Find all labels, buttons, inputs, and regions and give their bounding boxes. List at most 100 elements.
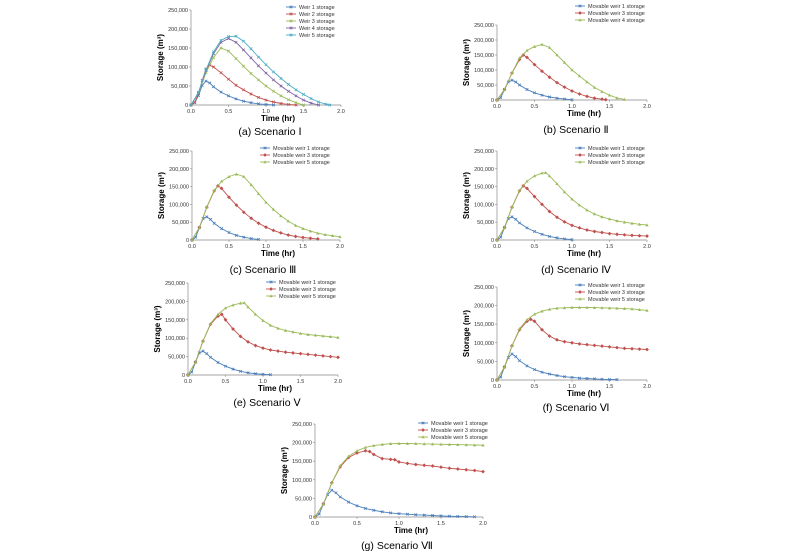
data-point: [323, 232, 327, 236]
data-point: [298, 351, 303, 356]
data-point: [324, 102, 328, 106]
data-point: [271, 89, 276, 93]
data-point: [555, 96, 559, 100]
data-point: [264, 102, 268, 107]
series-3: [495, 305, 649, 382]
data-point: [532, 194, 537, 199]
y-tick-label: 0: [186, 238, 189, 244]
y-tick-label: 200,000: [169, 167, 189, 173]
data-point: [234, 34, 238, 38]
data-point: [577, 74, 582, 78]
series-line: [496, 185, 648, 241]
data-point: [256, 221, 261, 226]
data-point: [473, 443, 477, 447]
series-line: [314, 489, 475, 518]
data-point: [234, 97, 238, 101]
data-point: [555, 215, 559, 220]
y-axis-label: Storage (m³): [280, 447, 289, 494]
data-point: [249, 236, 253, 241]
data-point: [607, 217, 612, 221]
x-tick-label: 1.0: [262, 109, 270, 115]
data-point: [279, 94, 283, 98]
series-line: [496, 216, 573, 241]
data-point: [249, 216, 254, 221]
legend-label: Weir 5 storage: [299, 33, 335, 39]
y-tick-label: 100,000: [474, 68, 494, 74]
data-point: [645, 223, 649, 227]
data-point: [286, 98, 291, 102]
data-point: [481, 443, 485, 447]
data-point: [253, 343, 258, 348]
series-line: [190, 47, 304, 106]
y-tick-label: 100,000: [292, 478, 312, 484]
data-point: [241, 48, 246, 52]
data-point: [249, 47, 253, 51]
data-point: [592, 343, 597, 348]
data-point: [622, 232, 627, 237]
y-tick-label: 250,000: [474, 285, 494, 291]
data-point: [637, 222, 642, 226]
legend-marker: [263, 146, 267, 150]
x-tick-label: 0.5: [531, 244, 539, 250]
legend-label: Movable weir 1 storage: [588, 146, 645, 152]
series-2: [186, 312, 340, 377]
data-point: [615, 345, 619, 350]
data-point: [555, 182, 559, 186]
data-point: [517, 221, 522, 225]
data-point: [301, 235, 305, 240]
series-1: [495, 352, 619, 382]
data-point: [271, 207, 275, 211]
legend-label: Movable weir 1 storage: [588, 283, 645, 289]
data-point: [447, 442, 451, 446]
series-line: [496, 79, 573, 101]
data-point: [242, 301, 246, 305]
legend-marker: [421, 428, 425, 432]
data-point: [645, 308, 649, 312]
y-tick-label: 200,000: [168, 27, 188, 33]
series-1: [190, 215, 261, 242]
data-point: [622, 306, 627, 310]
data-point: [338, 495, 342, 499]
data-point: [189, 103, 193, 107]
x-tick-label: 2.0: [334, 379, 342, 385]
data-point: [193, 100, 197, 104]
legend-label: Movable weir 5 storage: [273, 160, 330, 166]
legend-marker: [578, 283, 582, 287]
data-point: [380, 456, 385, 461]
legend-marker: [578, 153, 582, 157]
x-axis-label: Time (hr): [261, 114, 295, 123]
legend-label: Movable weir 1 storage: [431, 421, 488, 427]
figure-caption: (d) Scenario Ⅳ: [541, 264, 612, 276]
data-point: [577, 92, 582, 96]
data-point: [321, 334, 325, 338]
legend-label: Movable weir 3 storage: [273, 153, 330, 159]
legend-label: Movable weir 3 storage: [588, 11, 645, 17]
series-3: [495, 171, 649, 242]
y-axis-label: Storage (m³): [462, 172, 471, 219]
legend-label: Movable weir 1 storage: [279, 280, 336, 286]
series-line: [190, 37, 319, 106]
legend-marker: [269, 294, 273, 298]
data-point: [472, 468, 477, 473]
data-point: [495, 378, 499, 382]
x-tick-label: 0.5: [531, 104, 539, 110]
data-point: [205, 205, 209, 209]
series-line: [314, 443, 484, 518]
y-tick-label: 150,000: [474, 185, 494, 191]
data-point: [205, 352, 209, 356]
x-tick-label: 1.5: [606, 104, 614, 110]
data-point: [208, 81, 212, 85]
data-point: [570, 223, 574, 228]
data-point: [532, 368, 537, 372]
data-point: [271, 78, 276, 82]
data-point: [645, 347, 649, 352]
data-point: [306, 352, 310, 357]
x-tick-label: 2.0: [643, 384, 651, 390]
data-point: [422, 513, 426, 517]
data-point: [525, 364, 529, 368]
data-point: [291, 330, 295, 334]
legend-label: Movable weir 3 storage: [588, 153, 645, 159]
y-tick-label: 200,000: [165, 299, 185, 305]
